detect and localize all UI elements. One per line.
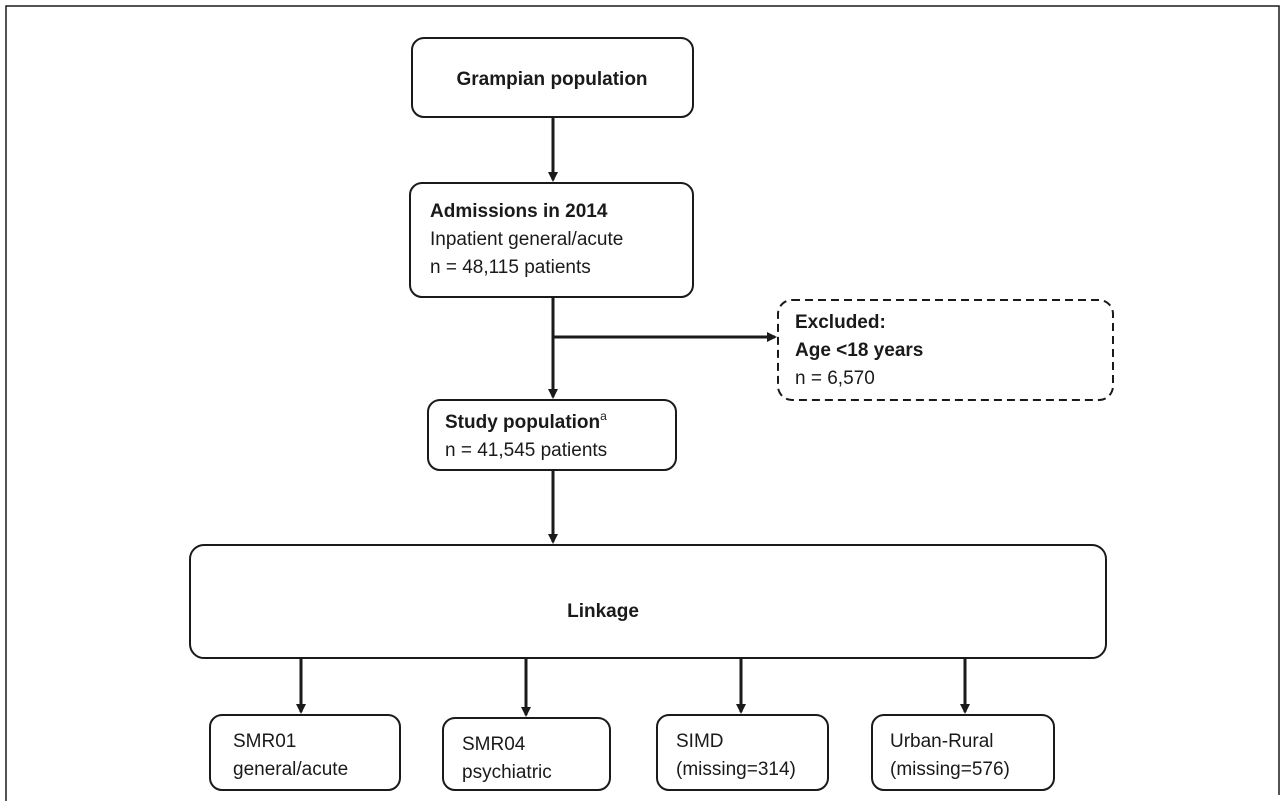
node: Study populationa n = 41,545 patients xyxy=(427,399,677,471)
title: Study population xyxy=(445,412,600,433)
label: n = 6,570 xyxy=(795,368,875,389)
connectors xyxy=(296,117,970,717)
label: Urban-Rural xyxy=(890,731,993,752)
box xyxy=(189,544,1107,659)
box xyxy=(656,714,829,791)
box xyxy=(427,399,677,471)
label: Grampian population xyxy=(456,69,647,90)
label: general/acute xyxy=(233,759,348,780)
node: Linkage xyxy=(189,544,1107,659)
node: Excluded: Age <18 years n = 6,570 xyxy=(777,299,1114,401)
box xyxy=(411,37,694,118)
node: SIMD (missing=314) xyxy=(656,714,829,791)
node: Urban-Rural (missing=576) xyxy=(871,714,1055,791)
label: SMR01 xyxy=(233,731,296,752)
box xyxy=(777,299,1114,401)
label: Study populationa xyxy=(445,409,607,433)
box xyxy=(442,717,611,791)
label: (missing=576) xyxy=(890,759,1010,780)
label: psychiatric xyxy=(462,762,552,783)
label: SMR04 xyxy=(462,734,526,755)
node: Admissions in 2014 Inpatient general/acu… xyxy=(409,182,694,298)
label: Excluded: xyxy=(795,312,886,333)
node: SMR04 psychiatric xyxy=(442,717,611,791)
label: Age <18 years xyxy=(795,340,923,361)
box xyxy=(871,714,1055,791)
box xyxy=(209,714,401,791)
label: Admissions in 2014 xyxy=(430,201,608,222)
frame xyxy=(5,5,1280,801)
node: Grampian population xyxy=(411,37,694,118)
label: (missing=314) xyxy=(676,759,796,780)
box xyxy=(409,182,694,298)
node: SMR01 general/acute xyxy=(209,714,401,791)
label: SIMD xyxy=(676,731,724,752)
label: Inpatient general/acute xyxy=(430,229,623,250)
superscript: a xyxy=(600,409,607,423)
label: Linkage xyxy=(567,601,639,622)
label: n = 41,545 patients xyxy=(445,440,607,461)
label: n = 48,115 patients xyxy=(430,257,591,278)
